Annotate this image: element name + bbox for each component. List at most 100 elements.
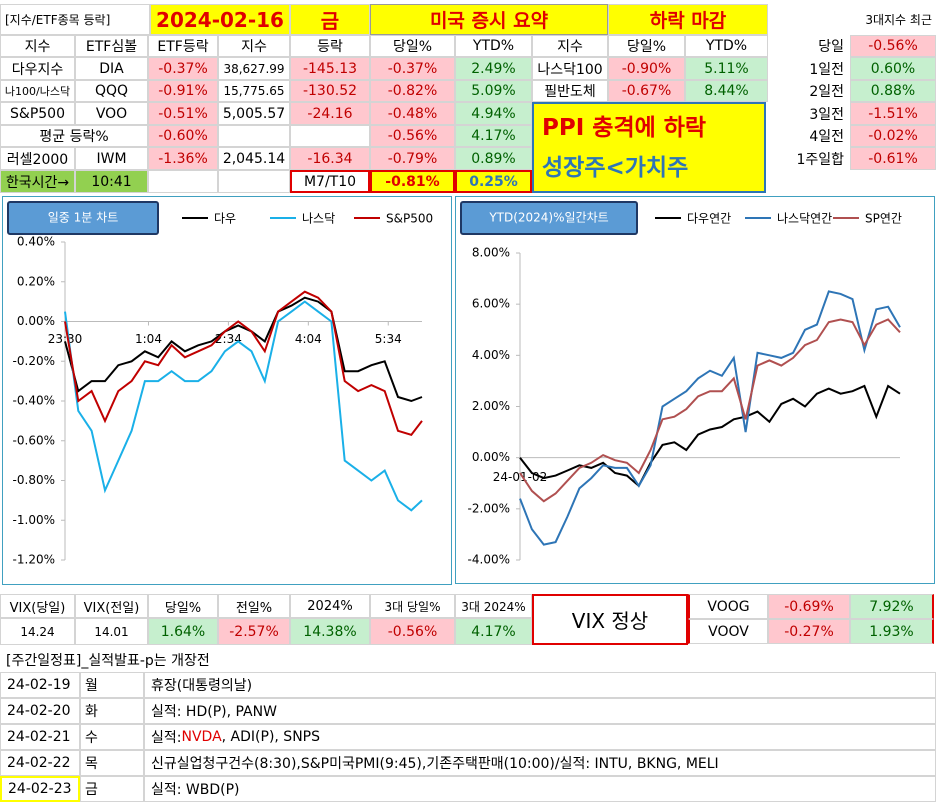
table-cell: 러셀2000 [0, 147, 75, 170]
recent-value: -0.56% [850, 35, 936, 57]
chart-title-box [7, 201, 159, 235]
header-verdict: 하락 마감 [608, 4, 768, 35]
column-header: 당일% [608, 35, 685, 57]
table-cell: 2,045.14 [218, 147, 290, 170]
schedule-text-part: 실적: WBD(P) [151, 782, 240, 798]
recent-value: -0.61% [850, 147, 936, 170]
y-tick-label: -0.60% [13, 433, 55, 447]
schedule-text-part: NVDA [181, 729, 222, 745]
note-line: 성장주<가치주 [542, 155, 689, 181]
series-line [519, 290, 901, 546]
y-tick-label: -4.00% [468, 553, 510, 567]
schedule-day: 금 [80, 776, 144, 802]
y-tick-label: 2.00% [472, 399, 510, 413]
vix-header: 3대 당일% [370, 594, 455, 618]
table-cell: 15,775.65 [218, 80, 290, 102]
schedule-date: 24-02-20 [0, 698, 80, 724]
schedule-text: 휴장(대통령의날) [144, 672, 936, 698]
side-cell: 나스닥100 [532, 57, 608, 80]
table-cell: 5,005.57 [218, 102, 290, 125]
table-cell: -0.60% [148, 125, 218, 147]
table-cell: 다우지수 [0, 57, 75, 80]
schedule-day: 월 [80, 672, 144, 698]
table-cell: S&P500 [0, 102, 75, 125]
vix-status: VIX 정상 [532, 594, 688, 645]
table-cell: 0.89% [455, 147, 532, 170]
schedule-text: 실적: NVDA, ADI(P), SNPS [144, 724, 936, 750]
etf-name: VOOG [688, 594, 768, 619]
vix-value: 14.24 [0, 618, 75, 645]
table-cell: 10:41 [75, 170, 148, 193]
schedule-date: 24-02-19 [0, 672, 80, 698]
vix-header: VIX(당일) [0, 594, 75, 618]
vix-value: 14.01 [75, 618, 148, 645]
schedule-day: 수 [80, 724, 144, 750]
table-cell: -0.56% [370, 125, 455, 147]
table-cell: 4.94% [455, 102, 532, 125]
table-cell: -0.91% [148, 80, 218, 102]
column-header: 지수 [218, 35, 290, 57]
legend-label: 나스닥 [302, 212, 335, 226]
recent-label: 4일전 [809, 129, 844, 145]
recent-label: 당일 [818, 39, 844, 55]
schedule-day: 목 [80, 750, 144, 776]
etf-ytd: 7.92% [850, 594, 934, 619]
y-tick-label: -0.80% [13, 473, 55, 487]
header-weekday: 금 [290, 4, 370, 35]
vix-value: -2.57% [218, 618, 290, 645]
vix-header: 당일% [148, 594, 218, 618]
table-cell: -0.48% [370, 102, 455, 125]
note-line: PPI 충격에 하락 [542, 115, 707, 141]
table-cell: -0.82% [370, 80, 455, 102]
y-tick-label: -0.20% [13, 354, 55, 368]
schedule-title: [주간일정표]_실적발표-p는 개장전 [6, 653, 210, 669]
table-cell: 5.09% [455, 80, 532, 102]
schedule-day: 화 [80, 698, 144, 724]
etf-day: -0.69% [768, 594, 850, 619]
side-cell: 필반도체 [532, 80, 608, 102]
vix-value: 14.38% [290, 618, 370, 645]
column-header: ETF심볼 [75, 35, 148, 57]
y-tick-label: 6.00% [472, 297, 510, 311]
legend-label: S&P500 [386, 212, 433, 226]
schedule-date: 24-02-22 [0, 750, 80, 776]
chart-title: YTD(2024)%일간차트 [488, 211, 608, 225]
table-cell: -145.13 [290, 57, 370, 80]
vix-value: -0.56% [370, 618, 455, 645]
series-line [64, 290, 423, 436]
side-cell: -0.90% [608, 57, 685, 80]
side-cell: 5.11% [685, 57, 768, 80]
recent-label: 1주일합 [796, 151, 844, 168]
vix-value: 1.64% [148, 618, 218, 645]
table-cell: DIA [75, 57, 148, 80]
x-tick-label: 1:04 [135, 332, 162, 346]
recent-value: 0.60% [850, 57, 936, 80]
column-header: 등락 [290, 35, 370, 57]
table-cell: -0.51% [148, 102, 218, 125]
vix-header: 2024% [290, 594, 370, 618]
table-cell: 0.25% [455, 170, 532, 193]
table-cell: -1.36% [148, 147, 218, 170]
column-header: YTD% [685, 35, 768, 57]
table-cell: -0.79% [370, 147, 455, 170]
column-header: 지수 [532, 35, 608, 57]
series-line [64, 300, 423, 512]
y-tick-label: 0.00% [17, 314, 55, 328]
vix-header: 전일% [218, 594, 290, 618]
series-line [64, 296, 423, 403]
table-cell [218, 170, 290, 193]
y-tick-label: -1.00% [13, 513, 55, 527]
table-cell: QQQ [75, 80, 148, 102]
etf-day: -0.27% [768, 619, 850, 644]
table-cell: -24.16 [290, 102, 370, 125]
schedule-text-part: 신규실업청구건수(8:30),S&P미국PMI(9:45),기존주택판매(10:… [151, 756, 719, 772]
chart-frame [455, 196, 935, 584]
y-tick-label: -0.40% [13, 394, 55, 408]
legend-label: SP연간 [865, 212, 902, 226]
schedule-date: 24-02-23 [0, 776, 80, 802]
x-tick-label: 24-01-02 [493, 470, 547, 484]
schedule-text: 실적: HD(P), PANW [144, 698, 936, 724]
y-tick-label: 0.40% [17, 235, 55, 249]
table-cell: -0.81% [370, 170, 455, 193]
